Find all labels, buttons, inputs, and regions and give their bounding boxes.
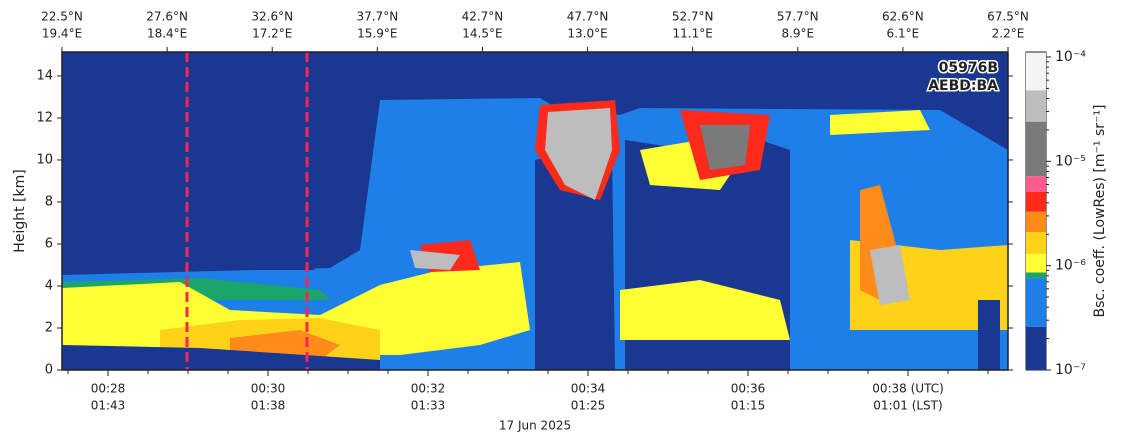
colorbar-level xyxy=(1026,278,1046,327)
colorbar-level xyxy=(1026,176,1046,192)
colorbar-tick-label: 10⁻⁷ xyxy=(1055,362,1086,378)
x-tick-label: 00:30 xyxy=(251,382,286,396)
annotation: 05976B xyxy=(939,60,998,76)
top-tick-label: 19.4°E xyxy=(42,27,82,41)
y-tick-label: 14 xyxy=(36,68,53,83)
top-tick-label: 67.5°N xyxy=(987,10,1029,24)
top-tick-label: 32.6°N xyxy=(251,10,293,24)
y-tick-label: 4 xyxy=(45,278,53,293)
x-tick-label: 00:28 xyxy=(91,382,126,396)
colorbar-tick-label: 10⁻⁵ xyxy=(1055,153,1086,169)
plot-frame xyxy=(61,51,1009,371)
top-tick-label: 57.7°N xyxy=(777,10,819,24)
x-tick-label: 00:34 xyxy=(571,382,606,396)
top-tick-label: 18.4°E xyxy=(147,27,187,41)
top-tick-label: 47.7°N xyxy=(567,10,609,24)
y-tick-label: 2 xyxy=(45,320,53,335)
x-tick-label: 01:33 xyxy=(411,399,446,413)
colorbar-level xyxy=(1026,326,1046,370)
x-tick-label: 00:36 xyxy=(731,382,766,396)
x-tick-label: 01:01 (LST) xyxy=(873,399,942,413)
top-tick-label: 42.7°N xyxy=(462,10,504,24)
y-tick-label: 8 xyxy=(45,194,53,209)
top-tick-label: 6.1°E xyxy=(887,27,920,41)
x-tick-label: 01:25 xyxy=(571,399,606,413)
top-tick-label: 11.1°E xyxy=(673,27,713,41)
annotation: AEBD:BA xyxy=(928,78,998,94)
colorbar-level xyxy=(1026,52,1046,91)
y-tick-label: 12 xyxy=(36,110,53,125)
colorbar-level xyxy=(1026,232,1046,254)
top-tick-label: 8.9°E xyxy=(781,27,814,41)
colorbar-tick-label: 10⁻⁶ xyxy=(1055,258,1086,274)
top-tick-label: 27.6°N xyxy=(146,10,188,24)
y-axis-title: Height [km] xyxy=(12,169,28,252)
x-tick-label: 01:38 xyxy=(251,399,286,413)
x-tick-label: 00:32 xyxy=(411,382,446,396)
top-tick-label: 17.2°E xyxy=(252,27,292,41)
x-axis-title: 17 Jun 2025 xyxy=(499,419,571,433)
x-tick-label: 00:38 (UTC) xyxy=(872,382,944,396)
colorbar-level xyxy=(1026,90,1046,122)
top-tick-label: 52.7°N xyxy=(672,10,714,24)
top-tick-label: 37.7°N xyxy=(356,10,398,24)
top-tick-label: 22.5°N xyxy=(41,10,83,24)
colorbar-level xyxy=(1026,272,1046,279)
colorbar-level xyxy=(1026,211,1046,233)
colorbar-title: Bsc. coeff. (LowRes) [m⁻¹ sr⁻¹] xyxy=(1092,105,1108,318)
y-tick-label: 0 xyxy=(45,363,53,378)
top-tick-label: 13.0°E xyxy=(567,27,607,41)
y-tick-label: 6 xyxy=(45,236,53,251)
colorbar-tick-label: 10⁻⁴ xyxy=(1055,49,1086,65)
top-tick-label: 62.6°N xyxy=(882,10,924,24)
top-tick-label: 14.5°E xyxy=(462,27,502,41)
x-tick-label: 01:15 xyxy=(731,399,766,413)
y-tick-label: 10 xyxy=(36,152,53,167)
x-tick-label: 01:43 xyxy=(91,399,126,413)
top-tick-label: 2.2°E xyxy=(992,27,1025,41)
curtain xyxy=(62,52,1008,370)
top-tick-label: 15.9°E xyxy=(357,27,397,41)
colorbar-level xyxy=(1026,253,1046,273)
colorbar-level xyxy=(1026,121,1046,177)
colorbar-level xyxy=(1026,191,1046,212)
